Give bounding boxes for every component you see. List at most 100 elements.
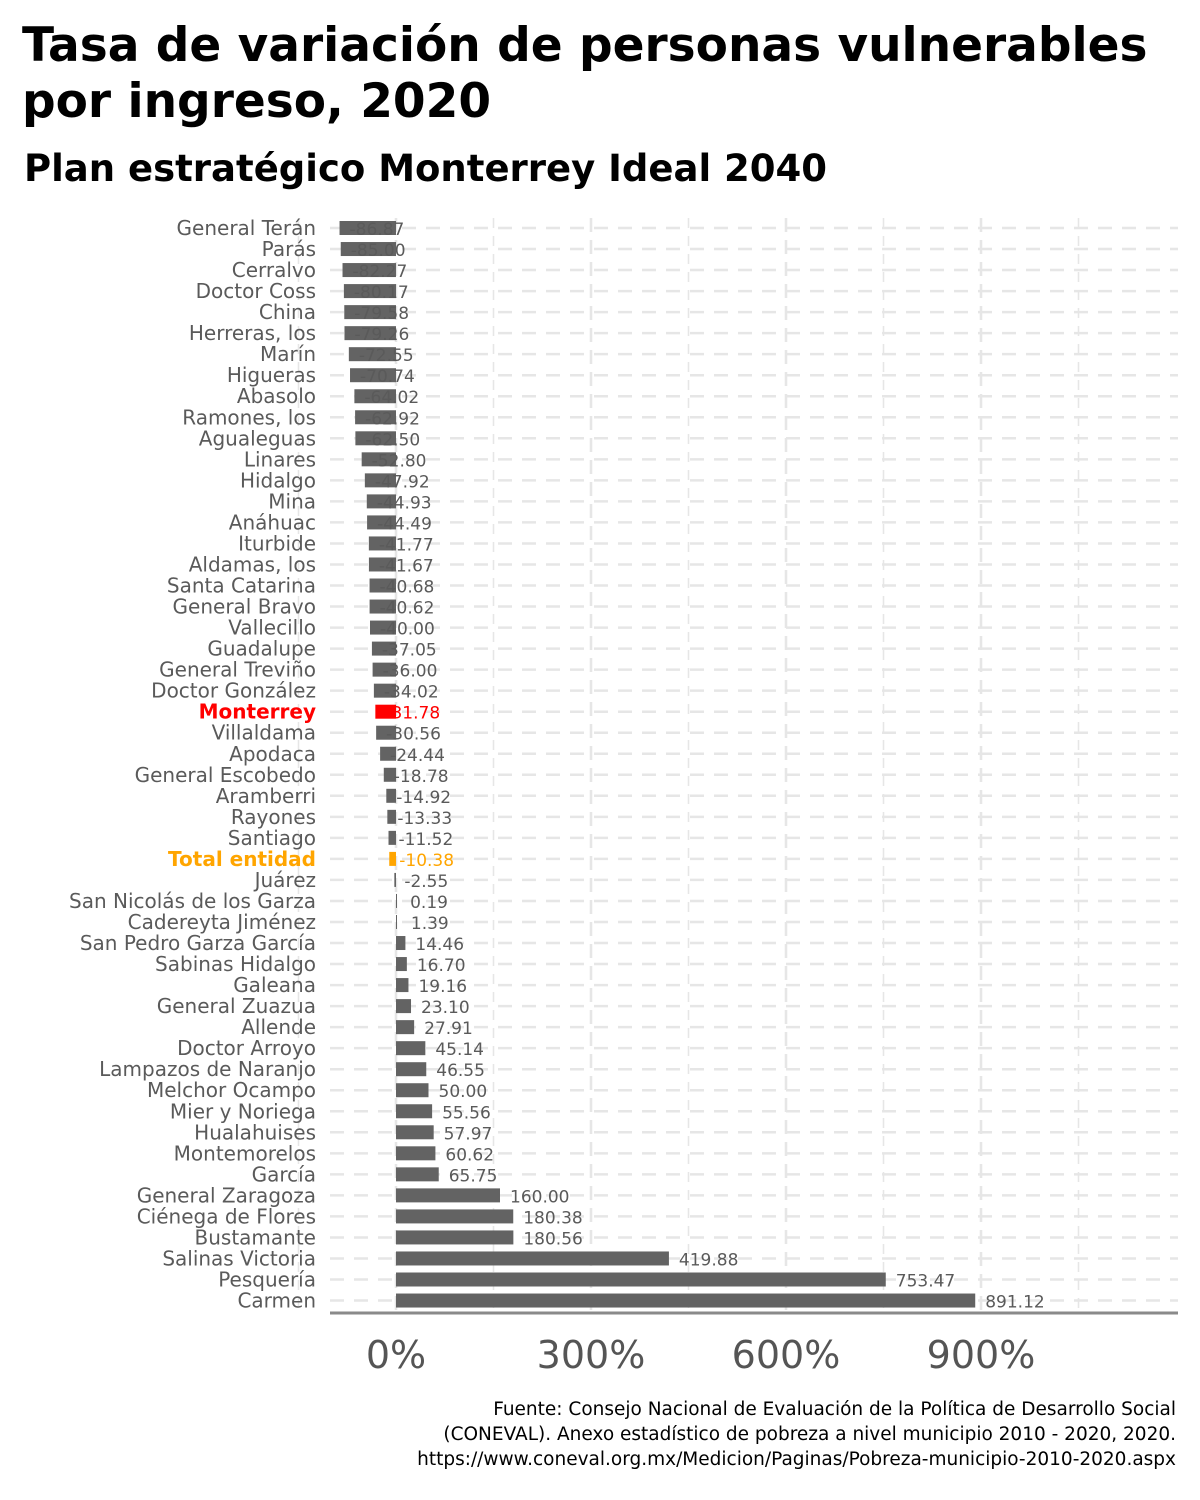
category-label: Doctor González <box>151 679 316 703</box>
bar <box>344 305 396 320</box>
category-label: Vallecillo <box>228 616 316 640</box>
data-label: -10.38 <box>399 851 454 871</box>
bar <box>372 662 396 677</box>
data-label: -64.02 <box>364 388 419 408</box>
category-label: Sabinas Hidalgo <box>155 952 316 976</box>
category-label: García <box>252 1162 316 1186</box>
data-label: -82.27 <box>353 262 408 282</box>
value-labels: -86.87-85.00-82.27-80.17-79.58-79.26-72.… <box>350 220 1045 1313</box>
data-label: 0.19 <box>410 893 448 913</box>
bar <box>361 452 396 467</box>
category-label: Marín <box>260 342 316 366</box>
category-label: Doctor Coss <box>196 279 316 303</box>
data-label: -24.44 <box>390 746 445 766</box>
data-label: 419.88 <box>679 1250 738 1270</box>
data-label: 23.10 <box>421 998 470 1018</box>
chart-title: Tasa de variación de personas vulnerable… <box>22 18 1148 129</box>
category-label: Villaldama <box>212 721 316 745</box>
bar <box>396 1125 434 1140</box>
category-label: Santa Catarina <box>167 574 316 598</box>
caption-line-3: https://www.coneval.org.mx/Medicion/Pagi… <box>417 1449 1176 1470</box>
data-label: 180.38 <box>523 1208 582 1228</box>
data-label: -79.26 <box>354 325 409 345</box>
bar <box>368 536 396 551</box>
source-caption: Fuente: Consejo Nacional de Evaluación d… <box>26 1397 1176 1472</box>
bar <box>396 1167 439 1182</box>
data-label: 14.46 <box>415 935 464 955</box>
data-label: -14.92 <box>396 788 451 808</box>
bar <box>380 746 396 761</box>
bar <box>396 1020 415 1035</box>
caption-line-1: Fuente: Consejo Nacional de Evaluación d… <box>493 1399 1176 1420</box>
data-label: -62.50 <box>365 430 420 450</box>
bar <box>342 263 396 278</box>
data-label: 50.00 <box>439 1082 488 1102</box>
bar <box>348 347 396 362</box>
bar <box>383 767 396 782</box>
category-label: Total entidad <box>168 847 316 871</box>
data-label: 1.39 <box>411 914 449 934</box>
category-label: Ciénega de Flores <box>137 1204 316 1228</box>
category-label: Doctor Arroyo <box>177 1036 316 1060</box>
bar <box>396 999 412 1014</box>
category-label: Montemorelos <box>174 1141 316 1165</box>
bar <box>396 893 397 908</box>
bar <box>376 725 396 740</box>
category-label: Aramberri <box>216 784 316 808</box>
category-label: General Terán <box>177 216 316 240</box>
category-label: Cadereyta Jiménez <box>128 910 316 934</box>
data-label: -34.02 <box>384 683 439 703</box>
data-label: -52.80 <box>372 451 427 471</box>
data-label: 55.56 <box>442 1103 491 1123</box>
bar <box>375 704 396 719</box>
data-label: -41.77 <box>379 535 434 555</box>
category-label: General Zaragoza <box>137 1183 316 1207</box>
bar <box>364 473 396 488</box>
data-label: 57.97 <box>444 1124 493 1144</box>
data-label: -85.00 <box>351 241 406 261</box>
x-tick-label: 900% <box>927 1333 1036 1377</box>
category-label: Cerralvo <box>232 258 316 282</box>
bar <box>396 1251 669 1266</box>
bar <box>396 1272 886 1287</box>
bar <box>386 788 396 803</box>
data-label: 65.75 <box>449 1166 498 1186</box>
bar <box>396 1083 429 1098</box>
bar <box>387 809 396 824</box>
data-label: 19.16 <box>418 977 467 997</box>
category-label: Allende <box>241 1015 316 1039</box>
data-label: -37.05 <box>382 641 437 661</box>
bar <box>344 326 396 341</box>
category-label: Pesquería <box>218 1268 316 1292</box>
category-label: General Escobedo <box>135 763 316 787</box>
bar <box>388 830 396 845</box>
bar <box>355 410 396 425</box>
category-label: Hualahuises <box>194 1120 316 1144</box>
bar <box>371 641 396 656</box>
category-label: Monterrey <box>199 700 316 724</box>
category-label: Santiago <box>228 826 316 850</box>
bar <box>389 851 396 866</box>
category-label: Juárez <box>253 868 316 892</box>
category-label: Iturbide <box>238 531 316 555</box>
data-label: -36.00 <box>383 662 438 682</box>
bar <box>396 978 409 993</box>
data-label: -62.92 <box>365 409 420 429</box>
bar <box>369 599 396 614</box>
bar <box>394 872 396 887</box>
data-label: -44.93 <box>377 493 432 513</box>
data-label: -18.78 <box>394 767 449 787</box>
data-label: -40.68 <box>380 578 435 598</box>
bar <box>396 1209 514 1224</box>
category-label: Mier y Noriega <box>170 1099 316 1123</box>
data-label: 891.12 <box>985 1293 1044 1313</box>
category-label: Lampazos de Naranjo <box>99 1057 316 1081</box>
category-label: San Nicolás de los Garza <box>69 889 316 913</box>
data-label: -11.52 <box>399 830 454 850</box>
bar <box>396 1062 427 1077</box>
data-label: 160.00 <box>510 1187 569 1207</box>
bar <box>369 578 396 593</box>
x-axis-tick-labels: 0% 300% 600% 900% <box>366 1333 1035 1377</box>
category-label: San Pedro Garza García <box>80 931 316 955</box>
